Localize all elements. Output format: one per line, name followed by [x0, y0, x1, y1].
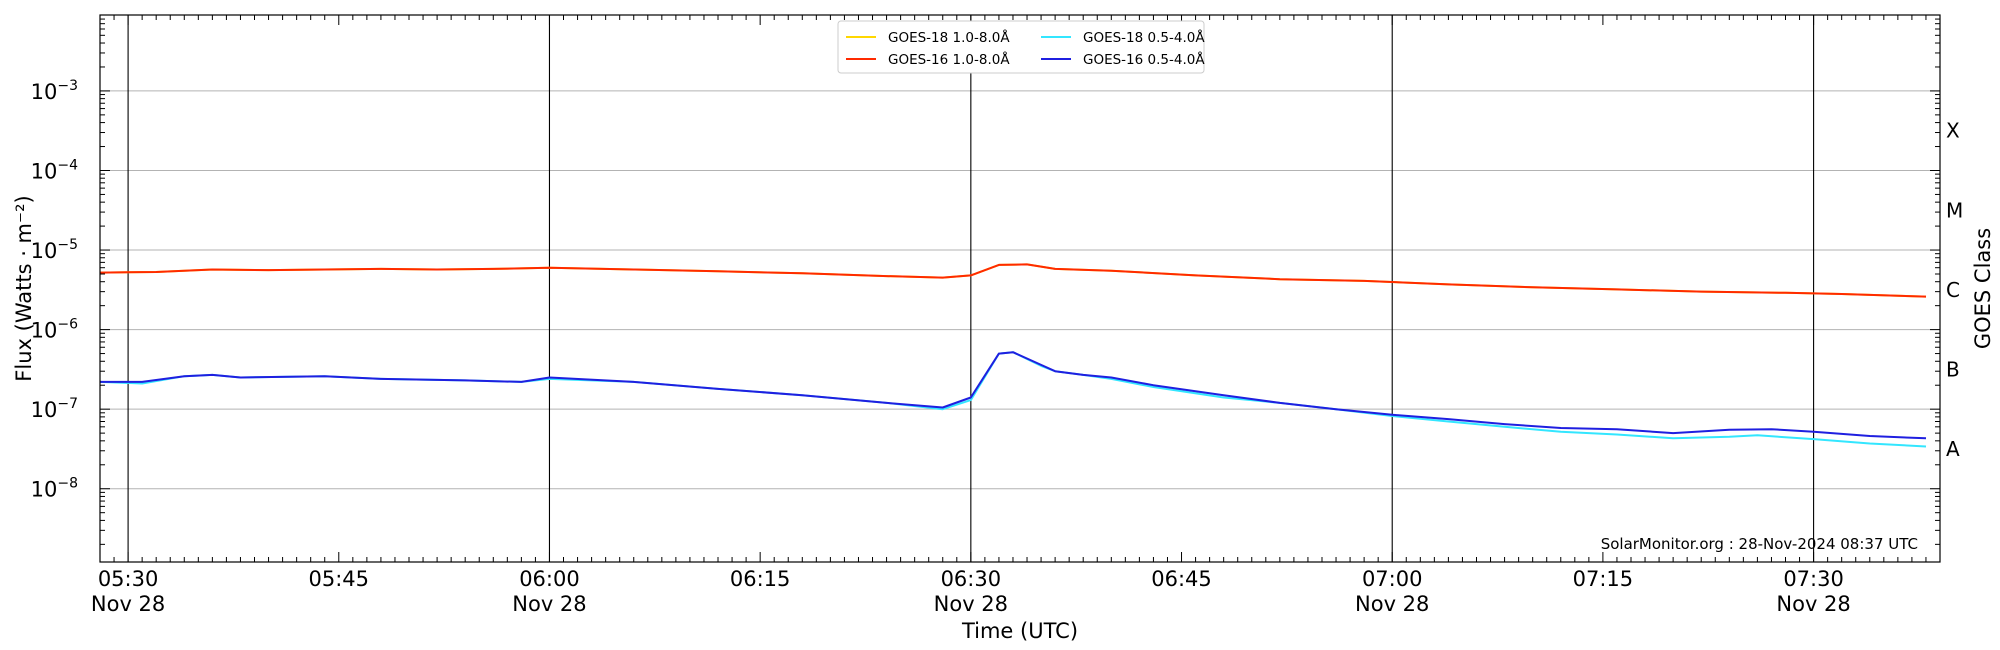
goes-class-label: B: [1946, 357, 1960, 381]
legend-box: [837, 20, 1205, 74]
x-tick-label: 07:30: [1783, 567, 1844, 591]
goes-class-label: A: [1946, 437, 1960, 461]
legend: GOES-18 1.0-8.0Å GOES-18 0.5-4.0Å GOES-16 …: [837, 20, 1205, 74]
y-tick-label: 10−3: [31, 78, 78, 104]
legend-label: GOES-18 0.5-4.0Å: [1083, 29, 1205, 46]
x-tick-label: 05:30: [98, 567, 159, 591]
y-tick-label: 10−8: [31, 476, 78, 502]
goes-class-label: M: [1946, 198, 1963, 222]
plot-frame: [99, 14, 1941, 563]
goes-class-labels: A B C M X: [1946, 119, 1963, 461]
x-tick-label: 07:15: [1573, 567, 1634, 591]
credit-text: SolarMonitor.org : 28-Nov-2024 08:37 UTC: [1601, 535, 1918, 553]
x-tick-label: 06:15: [730, 567, 791, 591]
y-axis-ticks: 10−8 10−7 10−6 10−5 10−4 10−3: [31, 18, 110, 545]
x-tick-label: 06:00: [519, 567, 580, 591]
y-tick-label: 10−7: [31, 396, 78, 422]
series-line: [99, 263, 1927, 298]
x-tick-date-label: Nov 28: [1776, 592, 1850, 616]
legend-label: GOES-16 1.0-8.0Å: [888, 51, 1010, 68]
y-tick-label: 10−6: [31, 317, 78, 343]
x-axis-label: Time (UTC): [961, 619, 1078, 643]
x-tick-label: 06:30: [941, 567, 1002, 591]
right-axis-label: GOES Class: [1971, 228, 1995, 349]
grid-lines: [100, 90, 1940, 490]
right-axis-ticks: [1930, 18, 1940, 545]
x-tick-label: 06:45: [1151, 567, 1212, 591]
x-tick-date-label: Nov 28: [91, 592, 165, 616]
legend-label: GOES-18 1.0-8.0Å: [888, 29, 1010, 46]
x-tick-label: 07:00: [1362, 567, 1423, 591]
y-axis-label: Flux (Watts · m⁻²): [12, 195, 36, 381]
day-marker-lines: [127, 15, 1815, 562]
x-tick-date-label: Nov 28: [512, 592, 586, 616]
goes-class-label: C: [1946, 278, 1960, 302]
series-lines: [99, 263, 1927, 448]
x-tick-label: 05:45: [309, 567, 370, 591]
goes-class-label: X: [1946, 119, 1960, 143]
series-line: [100, 351, 1927, 440]
x-tick-date-label: Nov 28: [1355, 592, 1429, 616]
legend-label: GOES-16 0.5-4.0Å: [1083, 51, 1205, 68]
x-tick-date-label: Nov 28: [934, 592, 1008, 616]
y-tick-label: 10−5: [31, 237, 78, 263]
y-tick-label: 10−4: [31, 157, 78, 183]
